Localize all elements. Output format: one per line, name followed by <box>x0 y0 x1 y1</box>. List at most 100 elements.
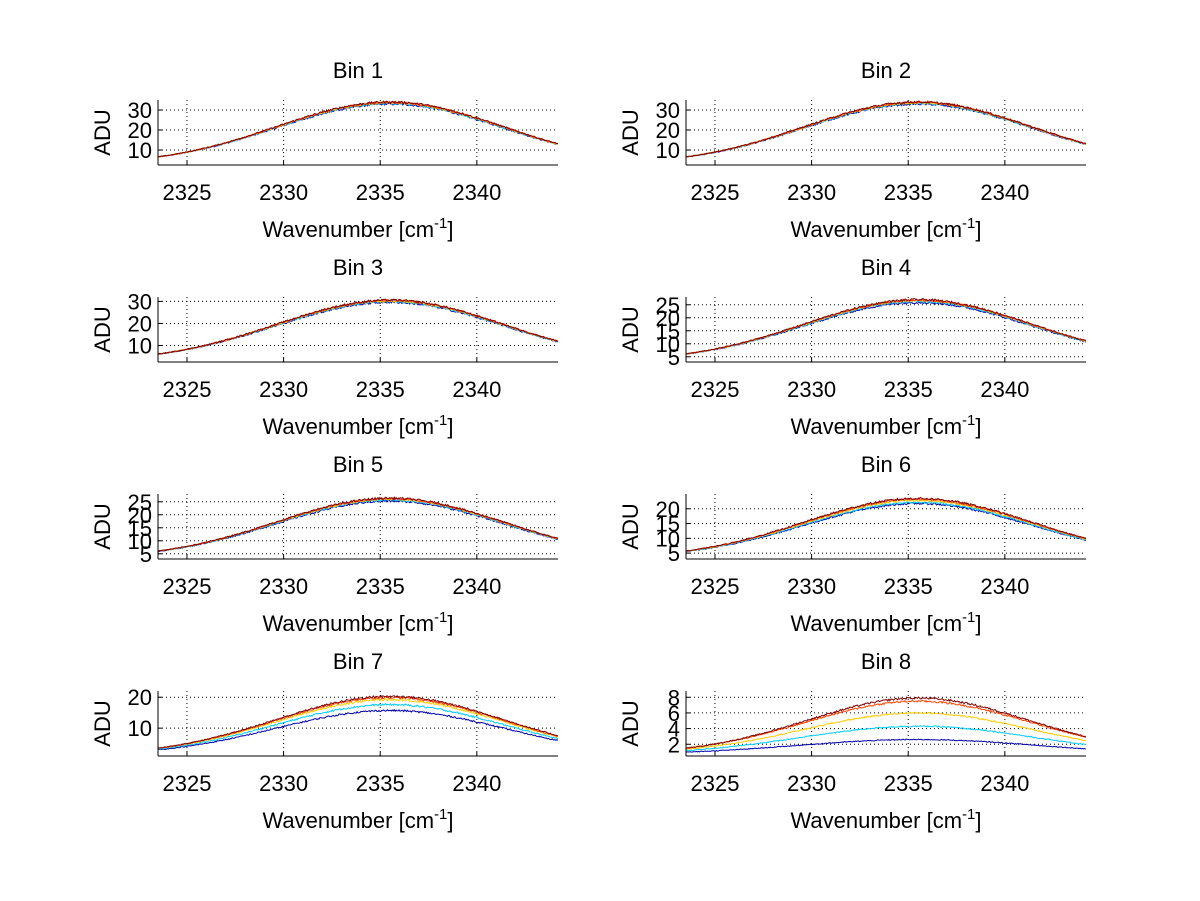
x-tick-label: 2330 <box>259 180 308 205</box>
x-tick-label: 2340 <box>452 574 501 599</box>
x-axis-label-superscript: -1 <box>434 215 447 232</box>
x-axis-label: Wavenumber [cm-1] <box>790 215 981 242</box>
x-axis-label: Wavenumber [cm-1] <box>262 806 453 833</box>
y-tick-label: 20 <box>128 503 152 528</box>
x-tick-label: 2340 <box>980 574 1029 599</box>
x-axis-label-end: ] <box>975 414 981 439</box>
subplot-title: Bin 8 <box>861 649 911 674</box>
subplot-title: Bin 1 <box>333 58 383 83</box>
y-tick-label: 20 <box>656 118 680 143</box>
plot-area <box>158 100 558 165</box>
series-line-s2 <box>686 725 1086 752</box>
x-tick-label: 2340 <box>452 771 501 796</box>
x-axis-label-end: ] <box>975 611 981 636</box>
x-axis-label: Wavenumber [cm-1] <box>262 412 453 439</box>
x-axis-label-superscript: -1 <box>434 609 447 626</box>
y-tick-label: 4 <box>668 717 680 742</box>
x-tick-label: 2325 <box>691 771 740 796</box>
subplot-title: Bin 6 <box>861 452 911 477</box>
x-axis-label-end: ] <box>975 217 981 242</box>
x-axis-label: Wavenumber [cm-1] <box>262 215 453 242</box>
x-tick-label: 2335 <box>356 180 405 205</box>
y-tick-label: 30 <box>128 98 152 123</box>
x-axis-label-main: Wavenumber [cm <box>790 414 962 439</box>
x-axis-label: Wavenumber [cm-1] <box>790 609 981 636</box>
subplot-title: Bin 7 <box>333 649 383 674</box>
series-line-s4 <box>686 699 1086 749</box>
x-tick-label: 2335 <box>884 771 933 796</box>
y-axis-label: ADU <box>90 306 115 352</box>
y-tick-label: 10 <box>656 526 680 551</box>
y-tick-label: 20 <box>656 306 680 331</box>
y-tick-label: 20 <box>128 118 152 143</box>
x-tick-label: 2325 <box>163 180 212 205</box>
y-tick-label: 15 <box>128 516 152 541</box>
series-line-s5 <box>158 298 558 355</box>
plot-area <box>158 494 558 559</box>
y-axis-label: ADU <box>618 700 643 746</box>
y-tick-label: 8 <box>668 685 680 710</box>
x-tick-label: 2325 <box>163 377 212 402</box>
x-tick-label: 2335 <box>356 574 405 599</box>
y-tick-label: 10 <box>656 332 680 357</box>
y-tick-label: 30 <box>656 98 680 123</box>
y-axis-label: ADU <box>90 700 115 746</box>
x-axis-label-superscript: -1 <box>962 806 975 823</box>
x-axis-label: Wavenumber [cm-1] <box>790 806 981 833</box>
plot-area <box>686 100 1086 165</box>
subplot-title: Bin 5 <box>333 452 383 477</box>
x-tick-label: 2340 <box>452 377 501 402</box>
x-axis-label-end: ] <box>975 808 981 833</box>
x-axis-label-main: Wavenumber [cm <box>790 217 962 242</box>
x-axis-label-main: Wavenumber [cm <box>790 611 962 636</box>
x-tick-label: 2325 <box>163 574 212 599</box>
x-tick-label: 2330 <box>787 771 836 796</box>
y-axis-label: ADU <box>618 503 643 549</box>
y-tick-label: 10 <box>656 138 680 163</box>
series-line-s1 <box>686 738 1086 753</box>
x-axis-label-superscript: -1 <box>962 215 975 232</box>
x-axis-label-superscript: -1 <box>962 412 975 429</box>
x-tick-label: 2330 <box>787 377 836 402</box>
y-tick-label: 20 <box>128 685 152 710</box>
plot-area <box>158 297 558 362</box>
x-axis-label-superscript: -1 <box>434 412 447 429</box>
x-tick-label: 2330 <box>787 180 836 205</box>
y-axis-label: ADU <box>90 503 115 549</box>
y-tick-label: 5 <box>140 542 152 567</box>
x-tick-label: 2340 <box>980 180 1029 205</box>
y-tick-label: 20 <box>656 497 680 522</box>
y-tick-label: 5 <box>668 345 680 370</box>
series-line-s4 <box>686 100 1086 158</box>
subplot-title: Bin 2 <box>861 58 911 83</box>
x-axis-label-main: Wavenumber [cm <box>262 414 434 439</box>
x-tick-label: 2335 <box>884 574 933 599</box>
plot-area <box>686 297 1086 362</box>
subplot-title: Bin 3 <box>333 255 383 280</box>
x-tick-label: 2325 <box>691 180 740 205</box>
subplot-bin-7: 2325 2330 2335 2340 10 20 Bin 7 Wavenumber [cm-… <box>90 649 558 833</box>
series-line-s5 <box>158 495 558 552</box>
y-tick-label: 10 <box>128 333 152 358</box>
x-axis-label-main: Wavenumber [cm <box>262 217 434 242</box>
x-tick-label: 2325 <box>163 771 212 796</box>
x-tick-label: 2335 <box>884 180 933 205</box>
y-tick-label: 6 <box>668 701 680 726</box>
series-line-s5 <box>686 496 1086 552</box>
series-line-s3 <box>158 698 558 750</box>
subplot-title: Bin 4 <box>861 255 911 280</box>
x-axis-label-end: ] <box>447 808 453 833</box>
series-line-s5 <box>158 694 558 749</box>
x-axis-label-superscript: -1 <box>434 806 447 823</box>
series-line-s5 <box>686 298 1086 355</box>
x-tick-label: 2335 <box>356 771 405 796</box>
x-tick-label: 2330 <box>259 771 308 796</box>
series-line-s2 <box>158 702 558 750</box>
x-axis-label: Wavenumber [cm-1] <box>790 412 981 439</box>
y-axis-label: ADU <box>618 109 643 155</box>
x-axis-label-main: Wavenumber [cm <box>262 808 434 833</box>
